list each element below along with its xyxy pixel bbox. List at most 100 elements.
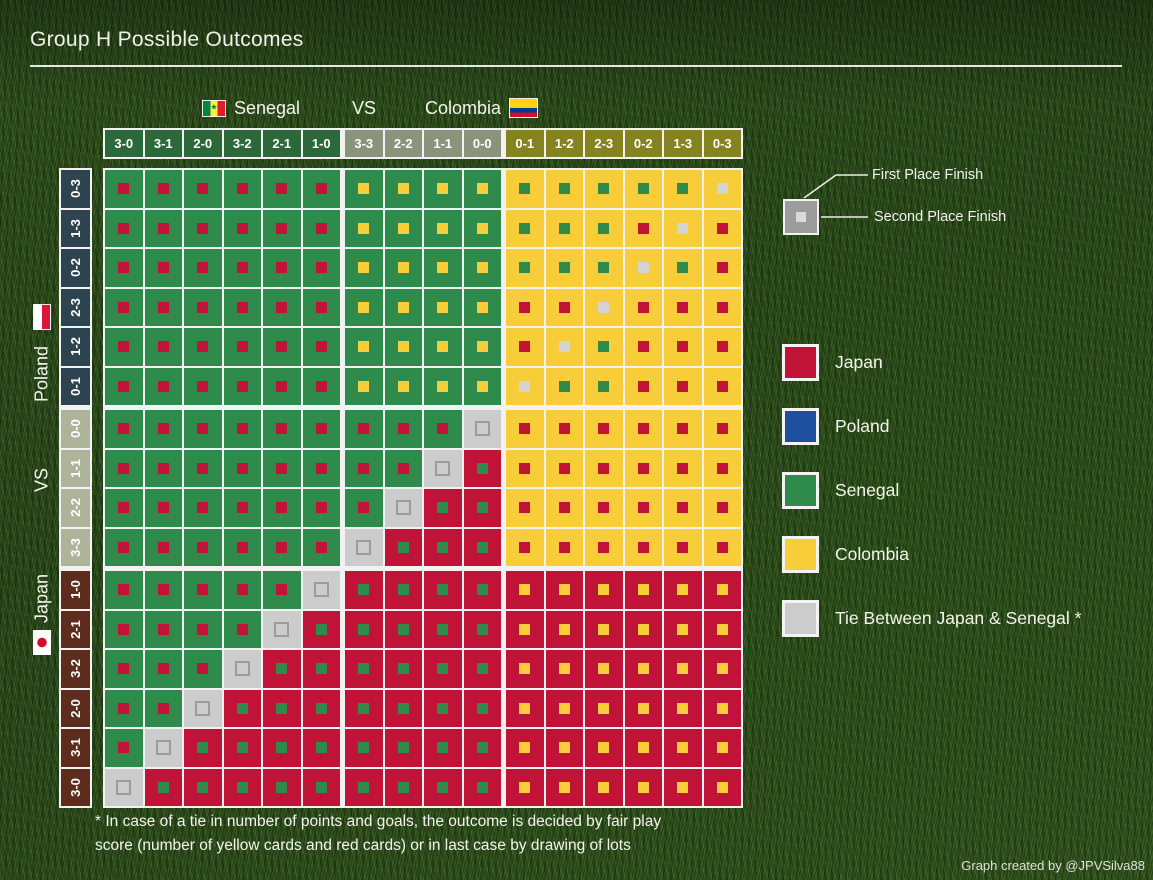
grid-cell [345,249,383,287]
grid-cell-inner-square [558,183,570,195]
grid-cell [703,689,741,727]
grid-cell [424,170,462,208]
grid-cell [263,209,301,247]
grid-cell-inner-square [236,702,248,714]
grid-cell-inner-square [315,183,327,195]
grid-cell-inner-square [637,502,649,514]
row-score-label: 1-2 [61,328,90,366]
grid-cell [345,650,383,688]
legend-item-colombia: Colombia [782,536,909,573]
grid-cell-inner-square [236,462,248,474]
grid-cell-inner-square [157,423,169,435]
senegal-flag-icon [202,99,226,117]
grid-cell [105,489,143,527]
legend-item-poland: Poland [782,408,890,445]
legend-label: Senegal [835,480,900,500]
grid-cell [545,288,583,326]
grid-cell [624,768,662,806]
grid-cell-inner-square [276,222,288,234]
grid-cell [545,729,583,767]
grid-cell [105,768,143,806]
grid-cell [223,170,261,208]
grid-cell-inner-square [716,623,728,635]
grid-cell-inner-square [558,663,570,675]
grid-cell [624,528,662,566]
second-place-label: Second Place Finish [874,209,1007,225]
grid-cell [424,249,462,287]
grid-cell [545,528,583,566]
grid-cell-inner-square [356,539,372,555]
grid-cell [345,328,383,366]
grid-cell-inner-square [276,341,288,353]
grid-cell [506,489,544,527]
grid-cell-inner-square [118,423,130,435]
grid-cell-inner-square [519,584,531,596]
grid-cell-inner-square [236,541,248,553]
grid-cell [545,489,583,527]
grid-cell-inner-square [476,380,488,392]
title-divider [30,65,1122,67]
senegal-color-swatch [782,472,819,509]
grid-cell-inner-square [397,702,409,714]
grid-cell [345,689,383,727]
grid-cell [223,768,261,806]
grid-cell-inner-square [677,301,689,313]
grid-cell-inner-square [157,183,169,195]
grid-cell-inner-square [637,663,649,675]
grid-cell [664,328,702,366]
grid-cell-inner-square [637,623,649,635]
grid-cell-inner-square [716,380,728,392]
grid-cell [184,610,222,648]
grid-cell-inner-square [435,460,451,476]
grid-cell [384,610,422,648]
grid-cell [105,729,143,767]
col-score-label: 3-1 [144,130,182,157]
grid-cell [384,249,422,287]
grid-cell-inner-square [315,702,327,714]
grid-cell-inner-square [276,301,288,313]
row-score-label: 0-1 [61,367,90,405]
grid-cell [184,449,222,487]
grid-cell-inner-square [558,380,570,392]
grid-cell [263,288,301,326]
grid-cell-inner-square [476,663,488,675]
grid-cell [545,571,583,609]
row-matchup-header: Japan VS Poland [26,168,58,808]
grid-cell [345,170,383,208]
grid-cell [664,689,702,727]
grid-cell [384,328,422,366]
grid-cell-inner-square [637,423,649,435]
col-score-label: 3-0 [105,130,143,157]
grid-cell [585,528,623,566]
grid-cell [345,768,383,806]
row-score-label: 2-2 [61,489,90,527]
grid-row [105,367,741,405]
grid-cell-inner-square [474,421,490,437]
grid-cell [184,328,222,366]
grid-cell [263,170,301,208]
grid-row [105,170,741,208]
grid-cell [184,489,222,527]
col-score-label: 2-1 [263,130,301,157]
grid-cell [184,170,222,208]
grid-cell [703,650,741,688]
grid-cell [345,449,383,487]
legend-item-japan: Japan [782,344,883,381]
grid-cell-inner-square [437,584,449,596]
grid-cell [664,209,702,247]
grid-cell-inner-square [315,301,327,313]
row-score-label: 3-3 [61,528,90,566]
grid-row [105,489,741,527]
grid-cell [384,449,422,487]
grid-cell-inner-square [598,663,610,675]
grid-cell [424,768,462,806]
grid-cell-inner-square [157,341,169,353]
legend-label: Colombia [835,544,909,564]
grid-cell-inner-square [397,742,409,754]
grid-cell [223,729,261,767]
grid-cell [585,209,623,247]
grid-cell-inner-square [558,623,570,635]
grid-cell-inner-square [397,623,409,635]
grid-cell-inner-square [437,423,449,435]
grid-cell [506,689,544,727]
